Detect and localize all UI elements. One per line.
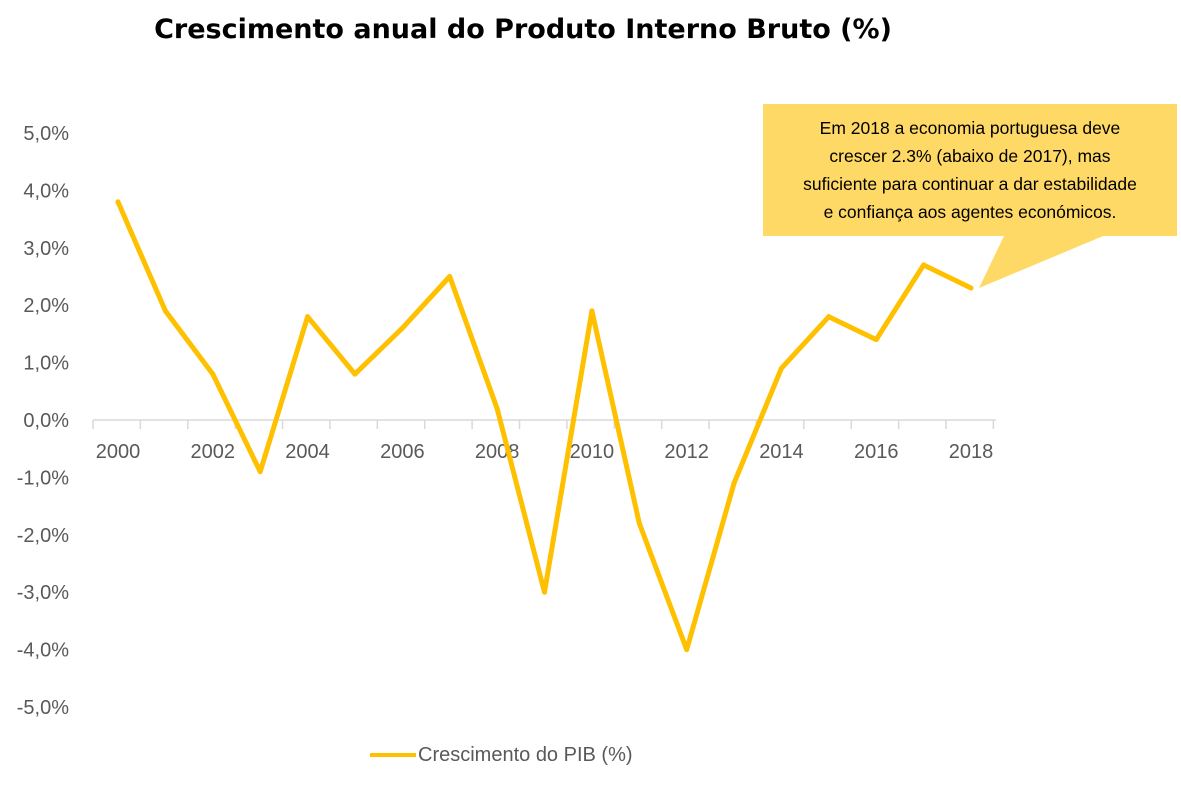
y-tick-label: 4,0%	[23, 180, 69, 202]
y-tick-label: -2,0%	[17, 525, 69, 547]
x-tick-label: 2006	[380, 441, 425, 463]
x-tick-label: 2014	[759, 441, 804, 463]
y-tick-label: 2,0%	[23, 295, 69, 317]
data-point	[589, 308, 595, 314]
series-line-pib	[115, 199, 974, 653]
x-tick-label: 2016	[854, 441, 899, 463]
callout-annotation: Em 2018 a economia portuguesa deve cresc…	[763, 104, 1177, 236]
x-tick-label: 2018	[949, 441, 994, 463]
legend-label: Crescimento do PIB (%)	[418, 743, 633, 766]
data-point	[542, 589, 547, 595]
data-point	[162, 308, 168, 314]
legend-swatch	[370, 753, 416, 757]
callout-text: Em 2018 a economia portuguesa deve cresc…	[803, 118, 1137, 222]
y-tick-label: 1,0%	[23, 353, 69, 375]
y-tick-label: -5,0%	[17, 697, 69, 719]
data-point	[257, 469, 263, 475]
y-tick-label: 0,0%	[23, 410, 69, 432]
y-tick-label: -1,0%	[17, 467, 69, 489]
data-point	[968, 285, 974, 291]
x-tick-label: 2012	[664, 441, 709, 463]
data-point	[494, 406, 500, 412]
chart-title: Crescimento anual do Produto Interno Bru…	[154, 14, 892, 45]
data-point	[352, 371, 358, 377]
y-tick-label: 3,0%	[23, 238, 69, 260]
y-tick-label: -4,0%	[17, 640, 69, 662]
x-tick-label: 2004	[285, 441, 330, 463]
legend: Crescimento do PIB (%)	[370, 741, 633, 769]
x-tick-label: 2000	[96, 441, 141, 463]
data-point	[636, 520, 642, 526]
data-point	[873, 337, 879, 343]
data-point	[115, 199, 121, 205]
callout-pointer	[979, 234, 1108, 288]
data-point	[305, 314, 311, 320]
y-tick-label: 5,0%	[23, 123, 69, 145]
data-point	[921, 262, 927, 268]
x-tick-label: 2010	[570, 441, 615, 463]
data-point	[210, 371, 216, 377]
x-tick-label: 2002	[191, 441, 236, 463]
data-point	[778, 365, 784, 371]
data-point	[731, 480, 737, 486]
data-point	[684, 647, 690, 653]
y-tick-label: -3,0%	[17, 582, 69, 604]
data-point	[399, 325, 405, 331]
data-point	[826, 314, 832, 320]
data-point	[447, 274, 453, 279]
